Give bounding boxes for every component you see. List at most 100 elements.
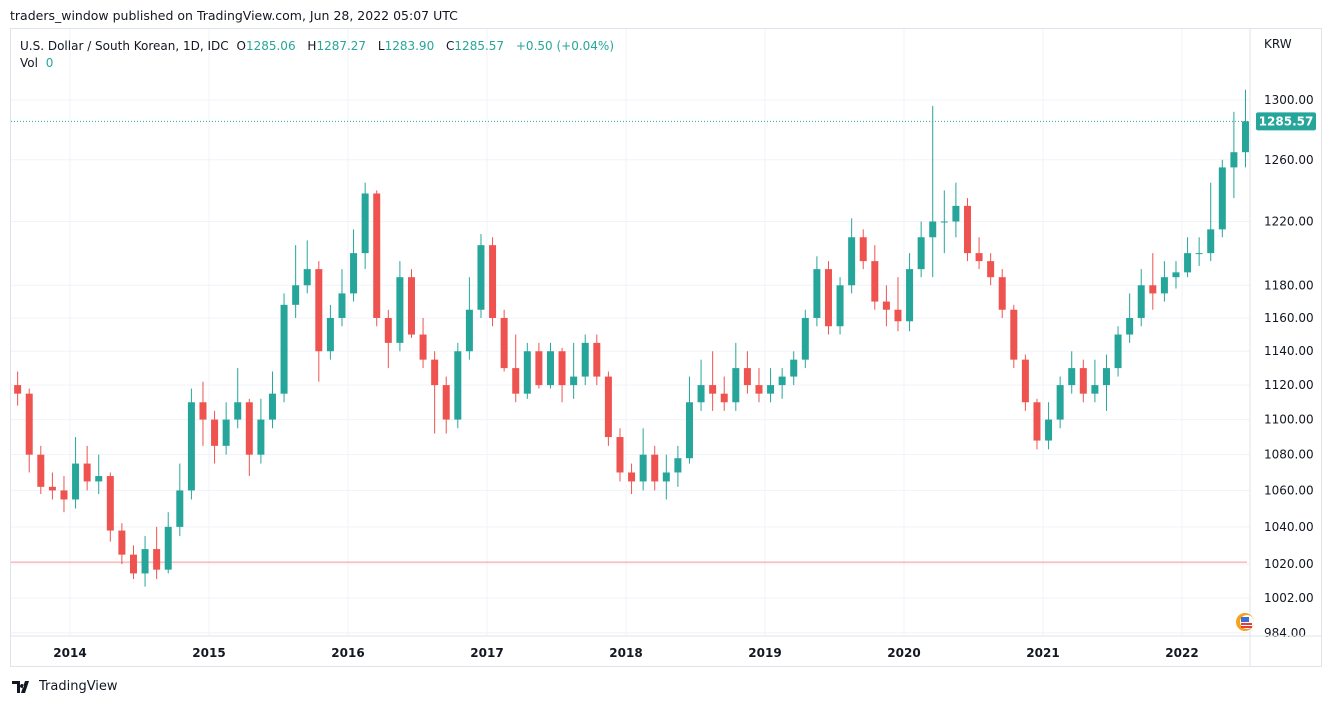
candle <box>326 304 334 360</box>
candle-body <box>882 301 890 310</box>
candle-body <box>952 205 960 222</box>
candle-body <box>1091 385 1099 394</box>
candle-body <box>894 309 902 322</box>
candle <box>824 261 832 335</box>
price-tick-label: 1180.00 <box>1264 278 1314 292</box>
candle-body <box>593 342 601 377</box>
candle <box>894 277 902 332</box>
candle <box>697 359 705 411</box>
candle-body <box>732 368 740 403</box>
candle <box>813 256 821 327</box>
candle-body <box>1114 334 1122 369</box>
candle-body <box>1010 309 1018 360</box>
low-label: L <box>377 39 385 53</box>
candle-body <box>14 385 22 394</box>
candle <box>187 388 195 500</box>
candle-body <box>871 261 879 302</box>
candle-body <box>1241 121 1249 153</box>
candle <box>118 523 126 565</box>
close-value: 1285.57 <box>454 39 505 53</box>
candle-body <box>199 402 207 420</box>
candle-body <box>268 393 276 420</box>
candle-body <box>790 359 798 377</box>
candle <box>222 402 230 455</box>
candle <box>929 105 937 278</box>
candle-body <box>836 285 844 327</box>
candle <box>801 309 809 369</box>
candle <box>917 221 925 278</box>
candle-body <box>95 476 103 482</box>
candle <box>1184 237 1192 278</box>
candle-body <box>1230 152 1238 168</box>
candle <box>859 229 867 270</box>
tradingview-logo[interactable]: TradingView <box>12 679 118 694</box>
candle <box>906 253 914 332</box>
symbol-title[interactable]: U.S. Dollar / South Korean, 1D, IDC <box>20 39 229 53</box>
candle-body <box>604 376 612 438</box>
us-flag-icon[interactable] <box>1236 613 1254 631</box>
candle <box>1137 269 1145 327</box>
candle-body <box>685 402 693 459</box>
candle <box>25 388 33 473</box>
candle-body <box>1137 285 1145 318</box>
candle <box>940 190 948 254</box>
candle <box>593 334 601 386</box>
candle <box>836 277 844 335</box>
price-tick-label: 1040.00 <box>1264 520 1314 534</box>
candle-body <box>998 277 1006 310</box>
candle <box>14 371 22 406</box>
candle-body <box>813 269 821 318</box>
candle <box>616 428 624 482</box>
candle-body <box>1033 402 1041 441</box>
time-tick-label: 2017 <box>470 646 503 660</box>
candle-body <box>581 342 589 377</box>
candle-body <box>48 486 56 491</box>
candle-body <box>257 419 265 455</box>
candle <box>1195 237 1203 266</box>
candle-body <box>153 549 161 570</box>
candle-body <box>1126 317 1134 335</box>
candle <box>338 269 346 327</box>
change-value: +0.50 (+0.04%) <box>515 39 615 53</box>
candle <box>60 476 68 513</box>
candle-body <box>500 317 508 369</box>
candle-body <box>1068 368 1076 386</box>
candle <box>639 428 647 491</box>
candle-body <box>164 526 172 570</box>
candle <box>153 526 161 580</box>
price-tick-label: 1020.00 <box>1264 557 1314 571</box>
candle-body <box>778 376 786 386</box>
candle-body <box>396 277 404 343</box>
candle <box>558 347 566 403</box>
price-tick-label: 1060.00 <box>1264 483 1314 497</box>
candle <box>384 309 392 369</box>
time-tick-label: 2020 <box>887 646 920 660</box>
candle <box>720 376 728 411</box>
candle <box>500 309 508 372</box>
candle-body <box>129 554 137 574</box>
time-axis: 2014 2015 2016 2017 2018 2019 2020 2021 2022 <box>11 635 1322 660</box>
candle-body <box>743 368 751 386</box>
candle-body <box>106 476 114 531</box>
candle <box>315 261 323 382</box>
candle-body <box>1079 368 1087 394</box>
candle <box>164 512 172 574</box>
candle <box>37 445 45 495</box>
candle <box>963 198 971 262</box>
candle <box>95 454 103 495</box>
candles <box>14 89 1249 587</box>
publication-info: traders_window published on TradingView.… <box>10 8 458 23</box>
candle <box>1033 398 1041 450</box>
candle-body <box>570 376 578 386</box>
candle-body <box>929 221 937 238</box>
price-tick-label: 1080.00 <box>1264 448 1314 462</box>
candle <box>419 317 427 369</box>
candle <box>1068 351 1076 394</box>
candle <box>1241 89 1249 168</box>
price-tick-label: 1002.00 <box>1264 591 1314 605</box>
time-tick-label: 2021 <box>1026 646 1059 660</box>
price-tick-label: 1220.00 <box>1264 215 1314 229</box>
candle <box>848 218 856 294</box>
candle-body <box>338 293 346 318</box>
